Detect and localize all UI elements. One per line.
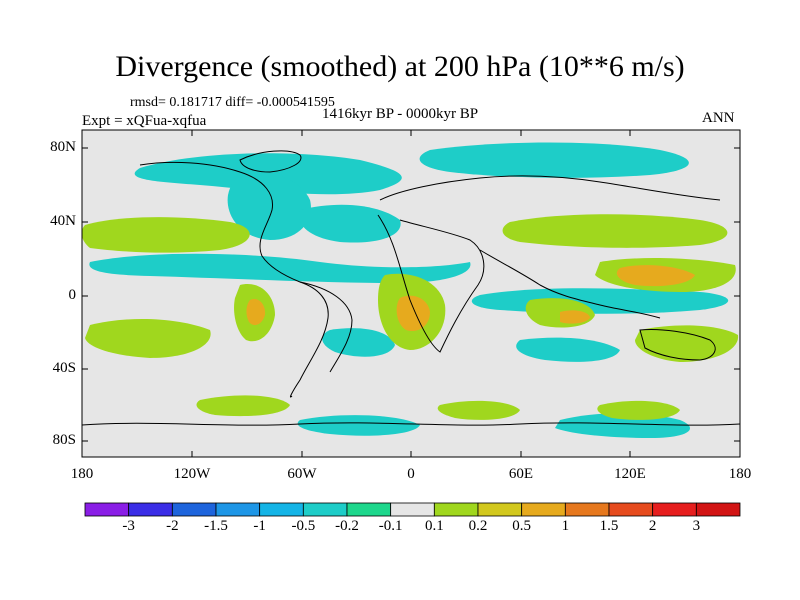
colorbar-label: 2 [648, 518, 657, 534]
colorbar-swatch [84, 502, 130, 517]
lat-label-80s: 80S [52, 432, 76, 448]
colorbar-label: -0.5 [291, 518, 316, 534]
lon-label-180w: 180 [70, 466, 94, 482]
colorbar-swatch [171, 502, 217, 517]
lon-label-180e: 180 [728, 466, 752, 482]
colorbar-swatch [477, 502, 523, 517]
lat-label-40n: 40N [50, 213, 76, 229]
colorbar-label: 1 [561, 518, 570, 534]
positive-divergence-regions [82, 214, 739, 420]
colorbar-swatch [521, 502, 566, 517]
colorbar-label: 3 [692, 518, 701, 534]
colorbar-label: 1.5 [599, 518, 619, 534]
colorbar-swatch [652, 502, 697, 517]
colorbar-swatch [346, 502, 392, 517]
colorbar-label: -0.2 [335, 518, 359, 534]
colorbar-label: -1.5 [204, 518, 228, 534]
strong-divergence-cores [246, 265, 695, 332]
colorbar-swatch [390, 502, 435, 517]
plot-title: Divergence (smoothed) at 200 hPa (10**6 … [115, 50, 685, 83]
lon-label-0: 0 [407, 466, 415, 482]
stats-text: rmsd= 0.181717 diff= -0.000541595 [130, 95, 335, 110]
lat-label-80n: 80N [50, 139, 76, 155]
lon-label-60e: 60E [508, 466, 534, 482]
colorbar-label: -0.1 [378, 518, 403, 534]
experiment-label: Expt = xQFua-xqfua [82, 113, 207, 129]
lat-label-0: 0 [68, 287, 77, 303]
colorbar-swatch [564, 502, 610, 517]
colorbar-swatch [608, 502, 654, 517]
colorbar [84, 502, 741, 517]
coastlines [82, 150, 740, 426]
colorbar-label: 0.2 [468, 518, 488, 534]
colorbar-label: 0.1 [424, 518, 444, 534]
colorbar-swatch [215, 502, 261, 517]
map-field [82, 130, 740, 457]
colorbar-swatch [128, 502, 173, 517]
lon-label-120e: 120E [614, 466, 646, 482]
colorbar-swatch [302, 502, 348, 517]
colorbar-swatch [433, 502, 479, 517]
colorbar-label: 0.5 [512, 518, 532, 534]
lon-label-120w: 120W [173, 466, 211, 482]
negative-divergence-regions [89, 142, 729, 438]
lon-label-60w: 60W [287, 466, 317, 482]
lat-label-40s: 40S [52, 360, 76, 376]
colorbar-label: -3 [122, 518, 135, 534]
season-label: ANN [702, 110, 735, 126]
period-label: 1416kyr BP - 0000kyr BP [322, 106, 479, 122]
colorbar-swatch [259, 502, 304, 517]
colorbar-swatch [695, 502, 741, 517]
axis-ticks [82, 130, 740, 457]
colorbar-label: -1 [253, 518, 266, 534]
colorbar-label: -2 [166, 518, 179, 534]
